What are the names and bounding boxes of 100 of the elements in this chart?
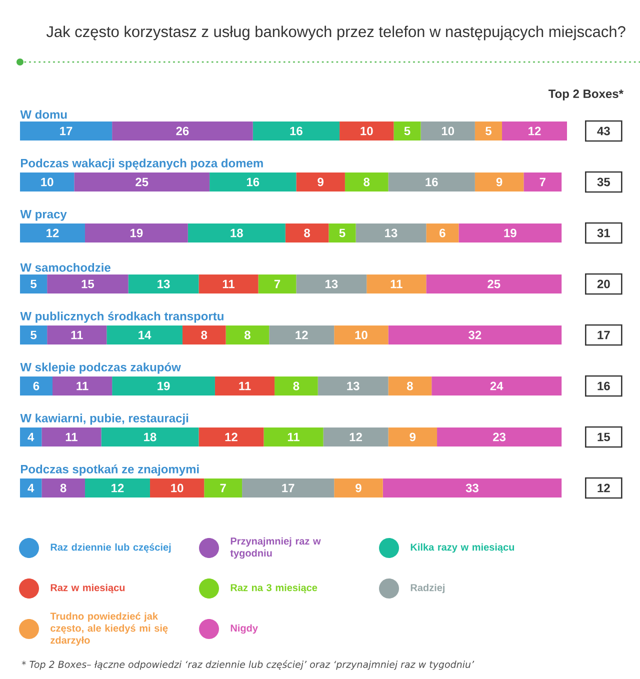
data-label: 7 (274, 280, 280, 288)
text: 17 (598, 330, 610, 340)
bar (296, 274, 367, 294)
text: 31 (597, 228, 610, 238)
data-label: 32 (468, 330, 482, 340)
bar (269, 326, 334, 344)
text: 43 (597, 126, 610, 136)
data-label: 24 (490, 382, 504, 390)
bar (388, 172, 475, 192)
bar (474, 122, 502, 140)
bar (264, 428, 324, 446)
data-label: 8 (60, 484, 66, 492)
data-label: 25 (136, 178, 148, 186)
y-tick-label: W sklepie podczas zakupów (20, 362, 181, 374)
data-label: 5 (30, 330, 37, 340)
bar (188, 224, 286, 242)
bar (426, 224, 459, 242)
data-label: 7 (220, 484, 226, 492)
data-label: 5 (339, 228, 346, 238)
legend-label: Przynajmniej raz w tygodniu (230, 537, 321, 559)
bar (20, 428, 42, 446)
legend-label: Raz na 3 miesiące (230, 584, 318, 594)
bar (524, 172, 562, 192)
legend-label: Radziej (410, 584, 445, 594)
bar (112, 122, 253, 140)
data-label: 15 (82, 280, 94, 288)
data-label: 25 (488, 280, 500, 288)
data-label: 12 (112, 484, 124, 492)
data-label: 14 (138, 330, 152, 340)
bar (328, 224, 356, 242)
data-label: 23 (493, 432, 506, 442)
bar (101, 428, 199, 446)
y-tick-label: Podczas spotkań ze znajomymi (21, 464, 199, 476)
bar (20, 172, 74, 192)
text: 16 (598, 382, 610, 390)
bar (366, 274, 426, 294)
data-label: 8 (304, 228, 310, 238)
bar (47, 274, 128, 294)
bar (74, 172, 210, 192)
text: 20 (597, 280, 610, 288)
bar (47, 326, 107, 344)
y-tick-label: W publicznych środkach transportu (20, 312, 224, 323)
y-tick-label: W pracy (20, 210, 67, 221)
bar (20, 274, 48, 294)
text: * Top 2 Boxes– łączne odpowiedzi ‘raz dziennie lub częściej’ oraz ‘przynajmniej raz w tygodniu’ (22, 660, 474, 670)
data-label: 13 (325, 280, 338, 288)
data-label: 9 (356, 484, 362, 492)
data-label: 13 (385, 228, 398, 238)
bar (52, 376, 112, 396)
bar (458, 224, 562, 242)
legend-label: Kilka razy w miesiącu (410, 543, 514, 553)
data-label: 8 (201, 330, 208, 340)
data-label: 8 (244, 330, 250, 340)
data-label: 8 (293, 382, 300, 390)
bar (204, 478, 242, 498)
data-label: 10 (442, 126, 454, 136)
data-label: 16 (246, 178, 260, 186)
legend-label: Raz w miesiącu (50, 584, 125, 594)
text: 15 (598, 432, 610, 442)
legend-label: Nigdy (230, 624, 258, 634)
data-label: 11 (71, 330, 83, 340)
data-label: 12 (528, 126, 541, 136)
bar (274, 376, 318, 396)
y-tick-label: W kawiarni, pubie, restauracji (20, 414, 188, 425)
bar (432, 376, 562, 396)
data-label: 9 (410, 432, 416, 442)
bar (420, 122, 475, 140)
data-label: 5 (30, 280, 37, 288)
bar (20, 478, 42, 498)
data-label: 18 (230, 228, 243, 238)
data-label: 10 (171, 484, 184, 492)
bar (474, 172, 524, 192)
data-label: 4 (28, 484, 34, 492)
data-label: 11 (390, 280, 402, 288)
data-label: 16 (290, 126, 302, 136)
bar (296, 172, 345, 192)
bar (437, 428, 562, 446)
bar (20, 224, 85, 242)
data-label: 17 (60, 126, 72, 136)
bar (198, 428, 264, 446)
text: 12 (598, 484, 610, 492)
bar (334, 478, 383, 498)
bar (344, 172, 388, 192)
bar (150, 478, 204, 498)
data-label: 19 (130, 228, 143, 238)
data-label: 11 (288, 432, 300, 442)
bar (20, 326, 48, 344)
y-tick-label: Podczas wakacji spędzanych poza domem (21, 158, 263, 170)
data-label: 4 (28, 432, 34, 442)
y-tick-label: W samochodzie (20, 262, 110, 272)
bar (84, 478, 150, 498)
bar (388, 376, 432, 396)
data-label: 11 (239, 382, 251, 390)
data-label: 12 (296, 330, 308, 340)
data-label: 11 (222, 280, 235, 288)
bar (394, 122, 421, 140)
data-label: 9 (318, 178, 324, 186)
bar (285, 224, 329, 242)
bar (84, 224, 188, 242)
data-label: 19 (158, 382, 170, 390)
